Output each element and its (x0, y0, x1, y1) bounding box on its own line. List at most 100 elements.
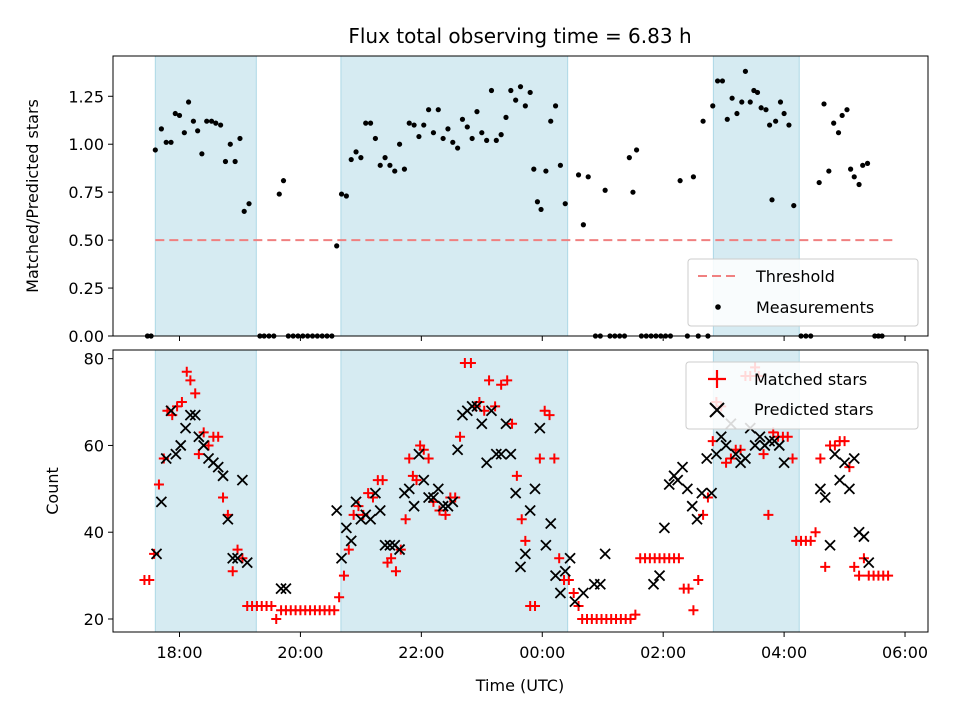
bottom-x-axis: 18:00 20:00 22:00 00:00 02:00 04:00 06:00 (156, 632, 928, 662)
predicted-star-marker (858, 530, 870, 543)
measurement-point (411, 122, 417, 128)
predicted-star-marker (466, 400, 478, 413)
predicted-star-marker (184, 409, 197, 421)
predicted-star-marker (495, 448, 507, 460)
top-y-axis: 0.00 0.25 0.50 0.75 1.00 1.25 (68, 87, 113, 346)
predicted-star-marker (212, 461, 224, 473)
measurement-point (714, 78, 721, 84)
measurement-point (479, 130, 485, 136)
predicted-star-marker (848, 452, 860, 465)
predicted-star-marker (545, 517, 557, 530)
predicted-star-marker (160, 452, 172, 465)
measurement-point (742, 68, 749, 74)
predicted-star-marker (490, 448, 502, 460)
predicted-star-marker (408, 500, 420, 512)
matched-star-marker (839, 436, 850, 447)
x-axis-label: Time (UTC) (475, 676, 564, 695)
measurement-point (777, 99, 784, 105)
measurement-point (856, 181, 862, 188)
bottom-legend-box (685, 361, 919, 430)
predicted-star-marker (437, 500, 449, 512)
measurement-point (218, 122, 224, 128)
measurement-point (758, 105, 764, 111)
matched-star-marker (549, 453, 560, 464)
predicted-star-marker (241, 556, 253, 569)
matched-star-marker (688, 605, 699, 616)
matched-star-marker (181, 366, 192, 377)
matched-star-marker (411, 475, 422, 486)
measurement-point (276, 191, 282, 197)
measurement-point (498, 132, 504, 138)
matched-star-marker (423, 453, 434, 464)
x-tick-label: 20:00 (277, 643, 323, 662)
measurement-point (348, 156, 354, 163)
x-tick-label: 18:00 (156, 643, 202, 662)
measurement-point (440, 135, 446, 142)
matched-star-marker (721, 457, 732, 468)
matched-star-marker (203, 440, 214, 451)
bottom-y-axis-label: Count (43, 467, 62, 515)
measurement-point (232, 158, 238, 165)
x-tick-label: 02:00 (640, 643, 686, 662)
measurement-point (237, 135, 243, 142)
measurement-point (195, 128, 201, 134)
measurement-point (387, 162, 393, 168)
matched-star-marker (334, 592, 345, 603)
measurement-point (630, 189, 636, 195)
predicted-star-marker (559, 565, 571, 577)
observing-window-top-2 (340, 55, 569, 337)
predicted-star-marker (540, 539, 552, 551)
measurement-point (677, 178, 683, 184)
predicted-star-marker (739, 452, 752, 465)
measurement-point (163, 139, 169, 145)
predicted-star-marker (691, 513, 703, 525)
measurement-point (575, 172, 582, 178)
measurement-point (176, 112, 183, 119)
measurement-point (488, 87, 495, 94)
matched-star-marker (763, 509, 774, 520)
bottom-axes-frame (112, 349, 929, 633)
measurement-point (719, 78, 726, 84)
predicted-star-marker (179, 422, 192, 434)
matched-star-marker (390, 566, 401, 577)
measurement-point (208, 118, 215, 124)
matched-star-marker (484, 375, 495, 386)
measurement-point (199, 151, 205, 157)
matched-star-marker (805, 535, 816, 546)
x-tick-label: 06:00 (882, 643, 928, 662)
top-legend: Threshold Measurements (687, 258, 919, 327)
legend-matched-label: Matched stars (754, 370, 867, 389)
measurement-point (503, 114, 509, 120)
matched-star-marker (849, 561, 860, 572)
top-y-tick-label: 1.00 (68, 135, 104, 154)
matched-star-marker (386, 553, 397, 564)
measurement-point (158, 126, 164, 132)
measurement-point (821, 101, 827, 107)
matched-star-marker (530, 600, 541, 611)
measurement-point (401, 166, 408, 172)
predicted-star-marker (413, 448, 425, 460)
measurement-point (580, 222, 586, 228)
measurement-point (430, 130, 437, 136)
matched-star-marker (144, 574, 155, 585)
matched-star-marker (673, 553, 684, 564)
measurement-point (729, 95, 735, 101)
predicted-star-marker (564, 552, 576, 564)
measurement-point (626, 155, 632, 161)
matched-star-marker (465, 358, 476, 369)
matched-star-marker (363, 488, 374, 499)
measurement-point (372, 135, 378, 142)
legend-measurements-label: Measurements (756, 298, 874, 317)
predicted-star-marker (374, 504, 386, 517)
measurement-point (831, 120, 837, 126)
matched-star-marker (683, 583, 694, 594)
predicted-star-marker (485, 405, 498, 417)
predicted-star-marker (663, 478, 675, 491)
matched-star-marker (820, 561, 831, 572)
predicted-star-marker (481, 457, 493, 469)
predicted-star-marker (193, 431, 205, 443)
top-y-tick-label: 0.75 (68, 183, 104, 202)
measurement-point (181, 130, 187, 136)
measurement-point (548, 118, 554, 124)
measurement-point (152, 147, 158, 153)
